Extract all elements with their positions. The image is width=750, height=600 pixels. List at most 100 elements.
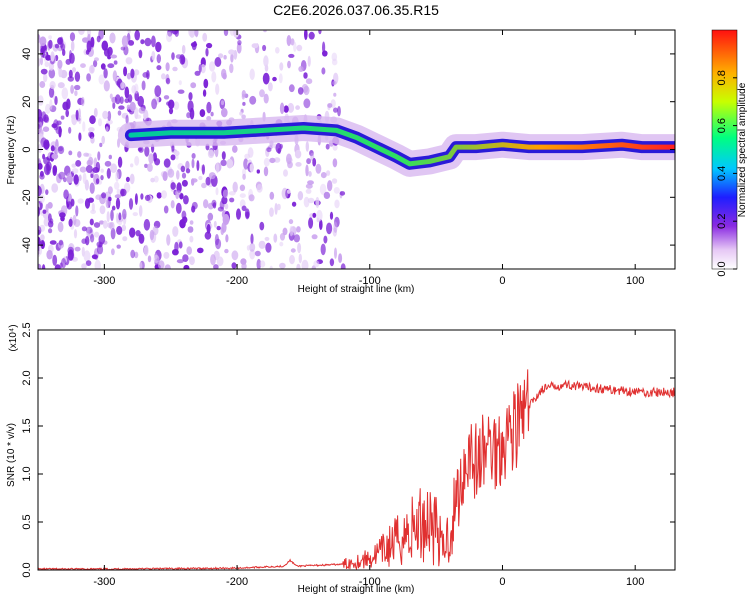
noise-speck [128, 198, 134, 210]
noise-speck [73, 174, 79, 185]
noise-speck [99, 205, 106, 215]
noise-speck [38, 57, 41, 67]
noise-speck [38, 185, 42, 197]
noise-speck [305, 141, 309, 152]
noise-speck [127, 30, 131, 34]
noise-speck [311, 234, 318, 240]
noise-speck [123, 66, 128, 77]
noise-speck [320, 243, 326, 256]
noise-speck [241, 93, 245, 100]
noise-speck [291, 201, 297, 207]
noise-speck [275, 142, 282, 154]
noise-speck [187, 226, 194, 233]
snr-frame [37, 329, 676, 571]
y-tick-label: -20 [21, 189, 33, 205]
noise-speck [143, 219, 151, 231]
noise-speck [58, 67, 63, 78]
noise-speck [215, 238, 222, 250]
noise-speck [94, 231, 100, 238]
noise-speck [211, 199, 217, 207]
noise-speck [308, 217, 314, 229]
noise-speck [103, 68, 108, 79]
noise-speck [144, 146, 150, 157]
noise-speck [306, 158, 311, 165]
noise-speck [113, 60, 118, 65]
noise-speck [236, 208, 241, 220]
noise-speck [263, 93, 269, 104]
y-tick-label: 1.0 [21, 466, 33, 481]
noise-speck [264, 236, 270, 241]
noise-speck [290, 248, 296, 253]
y-tick-label: 0.5 [21, 514, 33, 529]
noise-speck [82, 37, 89, 43]
noise-speck [95, 178, 100, 185]
noise-speck [183, 264, 190, 269]
noise-speck [130, 68, 135, 79]
noise-speck [315, 196, 320, 209]
noise-speck [305, 183, 313, 189]
noise-speck [258, 240, 266, 249]
noise-speck [81, 96, 85, 107]
noise-speck [40, 47, 46, 58]
x-tick-label: -300 [93, 576, 115, 588]
noise-speck [174, 241, 179, 253]
snr-x-label: Height of straight line (km) [298, 584, 415, 595]
noise-speck [44, 61, 50, 68]
noise-speck [85, 260, 92, 266]
y-tick-label: 40 [21, 48, 33, 60]
noise-speck [101, 135, 105, 145]
noise-speck [151, 35, 156, 48]
noise-speck [244, 153, 251, 159]
x-tick-label: -100 [359, 576, 381, 588]
noise-speck [273, 233, 278, 243]
noise-speck [178, 80, 182, 86]
snr-panel: -300 -200 -100 0 100 0.0 0.5 1.0 1.5 2.0 2.5 Heig… [6, 322, 676, 595]
noise-speck [110, 163, 117, 173]
noise-speck [144, 37, 152, 47]
noise-speck [225, 234, 229, 243]
noise-speck [251, 43, 259, 49]
noise-speck [125, 57, 133, 65]
noise-speck [332, 80, 337, 86]
noise-speck [134, 251, 139, 259]
noise-speck [173, 101, 180, 110]
noise-speck [40, 68, 48, 75]
noise-speck [326, 170, 331, 176]
noise-speck [52, 254, 58, 266]
noise-speck [153, 175, 159, 183]
noise-speck [94, 259, 101, 269]
noise-speck [210, 254, 216, 266]
noise-speck [180, 165, 186, 173]
noise-speck [114, 181, 120, 190]
noise-speck [288, 53, 295, 58]
noise-speck [156, 54, 161, 64]
noise-speck [181, 210, 187, 220]
noise-speck [228, 49, 235, 55]
noise-speck [71, 114, 78, 126]
noise-speck [57, 59, 63, 69]
noise-speck [121, 35, 129, 48]
noise-speck [90, 36, 95, 48]
noise-speck [222, 189, 229, 198]
noise-speck [162, 171, 168, 182]
noise-speck [109, 32, 116, 44]
noise-speck [190, 82, 197, 89]
noise-speck [100, 63, 106, 70]
noise-speck [334, 199, 340, 209]
noise-speck [286, 153, 292, 165]
noise-speck [322, 50, 328, 57]
noise-speck [223, 55, 227, 60]
noise-speck [67, 76, 75, 82]
snr-y-label: SNR (10 * v/v) [6, 423, 17, 487]
noise-speck [124, 86, 130, 99]
noise-speck [204, 231, 212, 240]
noise-speck [48, 39, 53, 49]
spectral-ridge [117, 114, 675, 177]
noise-speck [239, 111, 243, 116]
noise-speck [297, 87, 304, 95]
noise-speck [331, 178, 338, 184]
noise-speck [147, 255, 152, 263]
noise-speck [91, 202, 95, 212]
noise-speck [40, 137, 47, 148]
noise-speck [283, 105, 289, 113]
